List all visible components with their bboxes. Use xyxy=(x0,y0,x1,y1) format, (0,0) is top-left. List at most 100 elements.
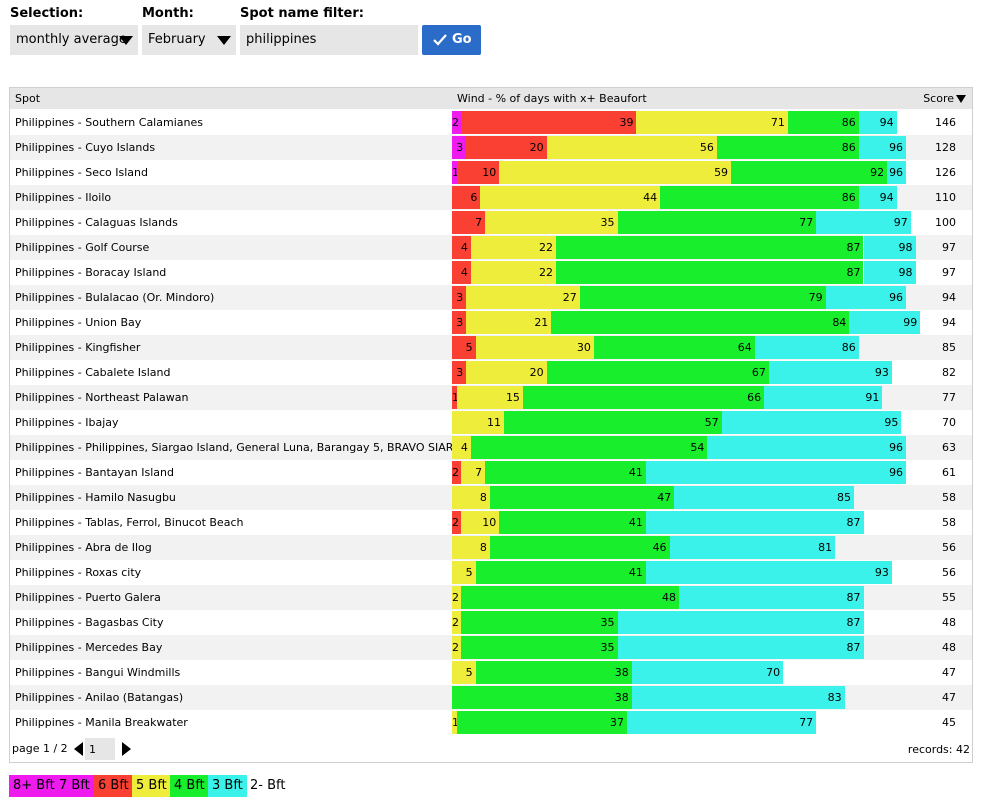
wind-segment-3-bft: 77 xyxy=(627,711,817,734)
spot-name[interactable]: Philippines - Philippines, Siargao Islan… xyxy=(15,441,478,454)
table-row[interactable]: Philippines - Philippines, Siargao Islan… xyxy=(10,435,972,460)
score-value: 97 xyxy=(942,241,956,254)
legend-6-bft: 6 Bft xyxy=(94,775,133,797)
wind-segment-5-bft: 59 xyxy=(499,161,732,184)
wind-segment-5-bft: 8 xyxy=(452,536,490,559)
col-spot-header[interactable]: Spot xyxy=(15,92,41,105)
table-row[interactable]: Philippines - Hamilo Nasugbu 8 47 85 58 xyxy=(10,485,972,510)
prev-page-icon[interactable] xyxy=(74,742,83,756)
score-value: 55 xyxy=(942,591,956,604)
table-row[interactable]: Philippines - Calaguas Islands 7 35 77 97 100 xyxy=(10,210,972,235)
spot-name[interactable]: Philippines - Ibajay xyxy=(15,416,119,429)
spot-name[interactable]: Philippines - Northeast Palawan xyxy=(15,391,189,404)
wind-segment-3-bft: 87 xyxy=(617,611,864,634)
legend-7-bft: 7 Bft xyxy=(55,775,94,797)
wind-segment-3-bft: 93 xyxy=(645,561,892,584)
wind-segment-6-bft: 1 xyxy=(452,386,459,409)
table-row[interactable]: Philippines - Puerto Galera 2 48 87 55 xyxy=(10,585,972,610)
spot-name[interactable]: Philippines - Bantayan Island xyxy=(15,466,174,479)
table-row[interactable]: Philippines - Cabalete Island 3 20 67 93 82 xyxy=(10,360,972,385)
spot-name[interactable]: Philippines - Kingfisher xyxy=(15,341,141,354)
spot-name-filter-input[interactable]: philippines xyxy=(240,25,418,55)
wind-segment-6-bft: 20 xyxy=(466,136,547,159)
spot-name[interactable]: Philippines - Golf Course xyxy=(15,241,150,254)
table-row[interactable]: Philippines - Abra de Ilog 8 46 81 56 xyxy=(10,535,972,560)
wind-segment-5-bft: 15 xyxy=(456,386,523,409)
table-row[interactable]: Philippines - Southern Calamianes 2 39 71 86… xyxy=(10,110,972,135)
spot-name[interactable]: Philippines - Manila Breakwater xyxy=(15,716,188,729)
wind-segment-4-bft: 41 xyxy=(499,511,646,534)
wind-segment-5-bft: 27 xyxy=(466,286,580,309)
spot-name[interactable]: Philippines - Tablas, Ferrol, Binucot Be… xyxy=(15,516,244,529)
wind-segment-6-bft: 2 xyxy=(452,461,462,484)
score-value: 58 xyxy=(942,516,956,529)
wind-segment-5-bft: 35 xyxy=(485,211,618,234)
table-row[interactable]: Philippines - Seco Island 1 10 59 92 96 126 xyxy=(10,160,972,185)
table-row[interactable]: Philippines - Golf Course 4 22 87 98 97 xyxy=(10,235,972,260)
spot-name[interactable]: Philippines - Cabalete Island xyxy=(15,366,171,379)
table-row[interactable]: Philippines - Mercedes Bay 2 35 87 48 xyxy=(10,635,972,660)
table-row[interactable]: Philippines - Manila Breakwater 1 37 77 45 xyxy=(10,710,972,735)
wind-segment-6-bft: 7 xyxy=(452,211,486,234)
wind-segment-3-bft: 91 xyxy=(764,386,883,409)
table-row[interactable]: Philippines - Bagasbas City 2 35 87 48 xyxy=(10,610,972,635)
spot-name[interactable]: Philippines - Bulalacao (Or. Mindoro) xyxy=(15,291,215,304)
table-row[interactable]: Philippines - Iloilo 6 44 86 94 110 xyxy=(10,185,972,210)
score-value: 94 xyxy=(942,291,956,304)
spot-name[interactable]: Philippines - Bangui Windmills xyxy=(15,666,181,679)
legend-2-bft: 2- Bft xyxy=(250,778,286,793)
spot-name[interactable]: Philippines - Calaguas Islands xyxy=(15,216,178,229)
table-row[interactable]: Philippines - Cuyo Islands 3 20 56 86 96 128 xyxy=(10,135,972,160)
spot-name[interactable]: Philippines - Iloilo xyxy=(15,191,112,204)
wind-segment-6-bft: 4 xyxy=(452,261,471,284)
spot-name[interactable]: Philippines - Union Bay xyxy=(15,316,142,329)
wind-segment-5-bft: 5 xyxy=(452,661,476,684)
spot-name[interactable]: Philippines - Abra de Ilog xyxy=(15,541,152,554)
wind-segment-4-bft: 38 xyxy=(475,661,632,684)
table-row[interactable]: Philippines - Roxas city 5 41 93 56 xyxy=(10,560,972,585)
wind-segment-3-bft: 83 xyxy=(631,686,845,709)
spot-name[interactable]: Philippines - Cuyo Islands xyxy=(15,141,156,154)
wind-segment-4-bft: 48 xyxy=(461,586,680,609)
table-row[interactable]: Philippines - Bangui Windmills 5 38 70 47 xyxy=(10,660,972,685)
table-row[interactable]: Philippines - Ibajay 11 57 95 70 xyxy=(10,410,972,435)
spot-name[interactable]: Philippines - Anilao (Batangas) xyxy=(15,691,184,704)
selection-dropdown[interactable]: monthly average xyxy=(10,25,138,55)
spot-name[interactable]: Philippines - Seco Island xyxy=(15,166,148,179)
table-row[interactable]: Philippines - Anilao (Batangas) 38 83 47 xyxy=(10,685,972,710)
go-button[interactable]: Go xyxy=(422,25,481,55)
next-page-icon[interactable] xyxy=(122,742,131,756)
spot-name[interactable]: Philippines - Boracay Island xyxy=(15,266,167,279)
month-dropdown[interactable]: February xyxy=(142,25,236,55)
table-row[interactable]: Philippines - Boracay Island 4 22 87 98 97 xyxy=(10,260,972,285)
table-row[interactable]: Philippines - Bulalacao (Or. Mindoro) 3 27… xyxy=(10,285,972,310)
score-value: 47 xyxy=(942,666,956,679)
table-row[interactable]: Philippines - Kingfisher 5 30 64 86 85 xyxy=(10,335,972,360)
month-value: February xyxy=(148,32,206,47)
spot-name[interactable]: Philippines - Puerto Galera xyxy=(15,591,161,604)
score-value: 58 xyxy=(942,491,956,504)
col-score-header[interactable]: Score xyxy=(923,88,966,109)
table-row[interactable]: Philippines - Northeast Palawan 1 15 66 91 77 xyxy=(10,385,972,410)
score-value: 110 xyxy=(935,191,956,204)
spot-name[interactable]: Philippines - Roxas city xyxy=(15,566,142,579)
table-row[interactable]: Philippines - Tablas, Ferrol, Binucot Be… xyxy=(10,510,972,535)
records-count: records: 42 xyxy=(907,743,970,756)
table-row[interactable]: Philippines - Union Bay 3 21 84 99 94 xyxy=(10,310,972,335)
wind-segment-4-bft: 46 xyxy=(489,536,670,559)
wind-segment-5-bft: 20 xyxy=(466,361,547,384)
spot-name[interactable]: Philippines - Hamilo Nasugbu xyxy=(15,491,176,504)
col-wind-header[interactable]: Wind - % of days with x+ Beaufort xyxy=(457,92,647,105)
spot-name[interactable]: Philippines - Mercedes Bay xyxy=(15,641,163,654)
spot-name[interactable]: Philippines - Bagasbas City xyxy=(15,616,164,629)
wind-segment-5-bft: 22 xyxy=(470,261,557,284)
score-value: 56 xyxy=(942,541,956,554)
score-value: 48 xyxy=(942,641,956,654)
spot-name[interactable]: Philippines - Southern Calamianes xyxy=(15,116,203,129)
wind-segment-6-bft: 4 xyxy=(452,236,471,259)
table-row[interactable]: Philippines - Bantayan Island 2 7 41 96 61 xyxy=(10,460,972,485)
page-number-input[interactable]: 1 xyxy=(85,738,115,760)
wind-segment-3-bft: 96 xyxy=(645,461,907,484)
wind-segment-7-bft: 3 xyxy=(452,136,467,159)
table-header: Spot Wind - % of days with x+ Beaufort S… xyxy=(10,88,972,109)
